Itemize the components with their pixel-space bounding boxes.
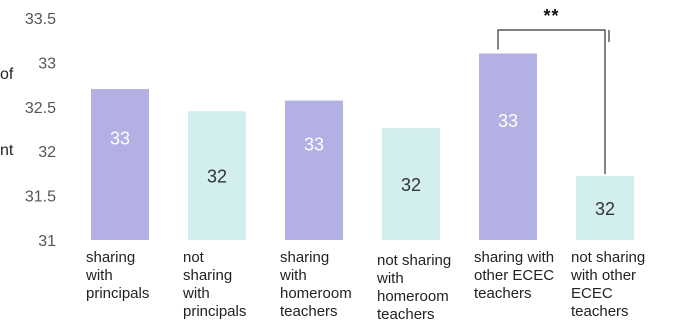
y-tick-label: 33 bbox=[38, 55, 56, 72]
category-label-line: ECEC bbox=[571, 285, 613, 302]
category-label-line: with bbox=[376, 270, 404, 287]
category-label-line: sharing bbox=[86, 249, 135, 266]
bar bbox=[479, 53, 537, 240]
category-label-line: other ECEC bbox=[474, 267, 554, 284]
bars bbox=[91, 53, 634, 241]
category-label-line: homeroom bbox=[280, 285, 352, 302]
bar bbox=[91, 89, 149, 240]
bar bbox=[285, 100, 343, 240]
y-tick-label: 32.5 bbox=[25, 100, 56, 117]
category-label: sharing with other ECEC teachers bbox=[474, 249, 554, 302]
bar bbox=[576, 176, 634, 240]
category-label-line: with other bbox=[570, 267, 636, 284]
y-axis-label-fragments: of nt bbox=[0, 66, 14, 159]
y-axis-ticks: 33.5 33 32.5 32 31.5 31 bbox=[25, 11, 56, 250]
category-label-line: not sharing bbox=[571, 249, 645, 266]
category-label: sharing with principals bbox=[85, 249, 149, 302]
y-tick-label: 33.5 bbox=[25, 11, 56, 28]
bar-data-labels: 33 32 33 32 33 32 bbox=[110, 111, 615, 219]
category-label-line: teachers bbox=[571, 303, 629, 320]
bar bbox=[382, 128, 440, 240]
y-axis-label-fragment: of bbox=[0, 66, 14, 83]
significance-bracket: ** bbox=[497, 6, 610, 175]
category-label: not sharing with other ECEC teachers bbox=[570, 249, 645, 320]
category-label-line: sharing bbox=[183, 267, 232, 284]
y-tick-label: 31 bbox=[38, 233, 56, 250]
bar-data-label: 33 bbox=[498, 111, 518, 131]
y-tick-label: 32 bbox=[38, 144, 56, 161]
category-label-line: sharing bbox=[280, 249, 329, 266]
category-label-line: teachers bbox=[280, 303, 338, 320]
category-label-line: principals bbox=[183, 303, 246, 320]
bar-data-label: 32 bbox=[207, 167, 227, 187]
category-label-line: not bbox=[183, 249, 205, 266]
category-label-line: with bbox=[85, 267, 113, 284]
bar-data-label: 33 bbox=[304, 134, 324, 154]
category-label-line: homeroom bbox=[377, 288, 449, 305]
bar bbox=[188, 111, 246, 241]
bar-data-label: 32 bbox=[595, 199, 615, 219]
category-label-line: principals bbox=[86, 285, 149, 302]
category-label: not sharing with homeroom teachers bbox=[376, 252, 451, 323]
category-label: sharing with homeroom teachers bbox=[279, 249, 352, 320]
category-label-line: teachers bbox=[377, 306, 435, 323]
category-label-line: sharing with bbox=[474, 249, 554, 266]
category-label-line: teachers bbox=[474, 285, 532, 302]
y-axis-label-fragment: nt bbox=[0, 142, 14, 159]
category-label: not sharing with principals bbox=[182, 249, 246, 320]
category-label-line: with bbox=[182, 285, 210, 302]
category-label-line: with bbox=[279, 267, 307, 284]
category-label-line: not sharing bbox=[377, 252, 451, 269]
bar-data-label: 33 bbox=[110, 129, 130, 149]
significance-bracket-line bbox=[497, 29, 606, 175]
y-tick-label: 31.5 bbox=[25, 189, 56, 206]
significance-label: ** bbox=[543, 6, 559, 26]
bar-data-label: 32 bbox=[401, 175, 421, 195]
